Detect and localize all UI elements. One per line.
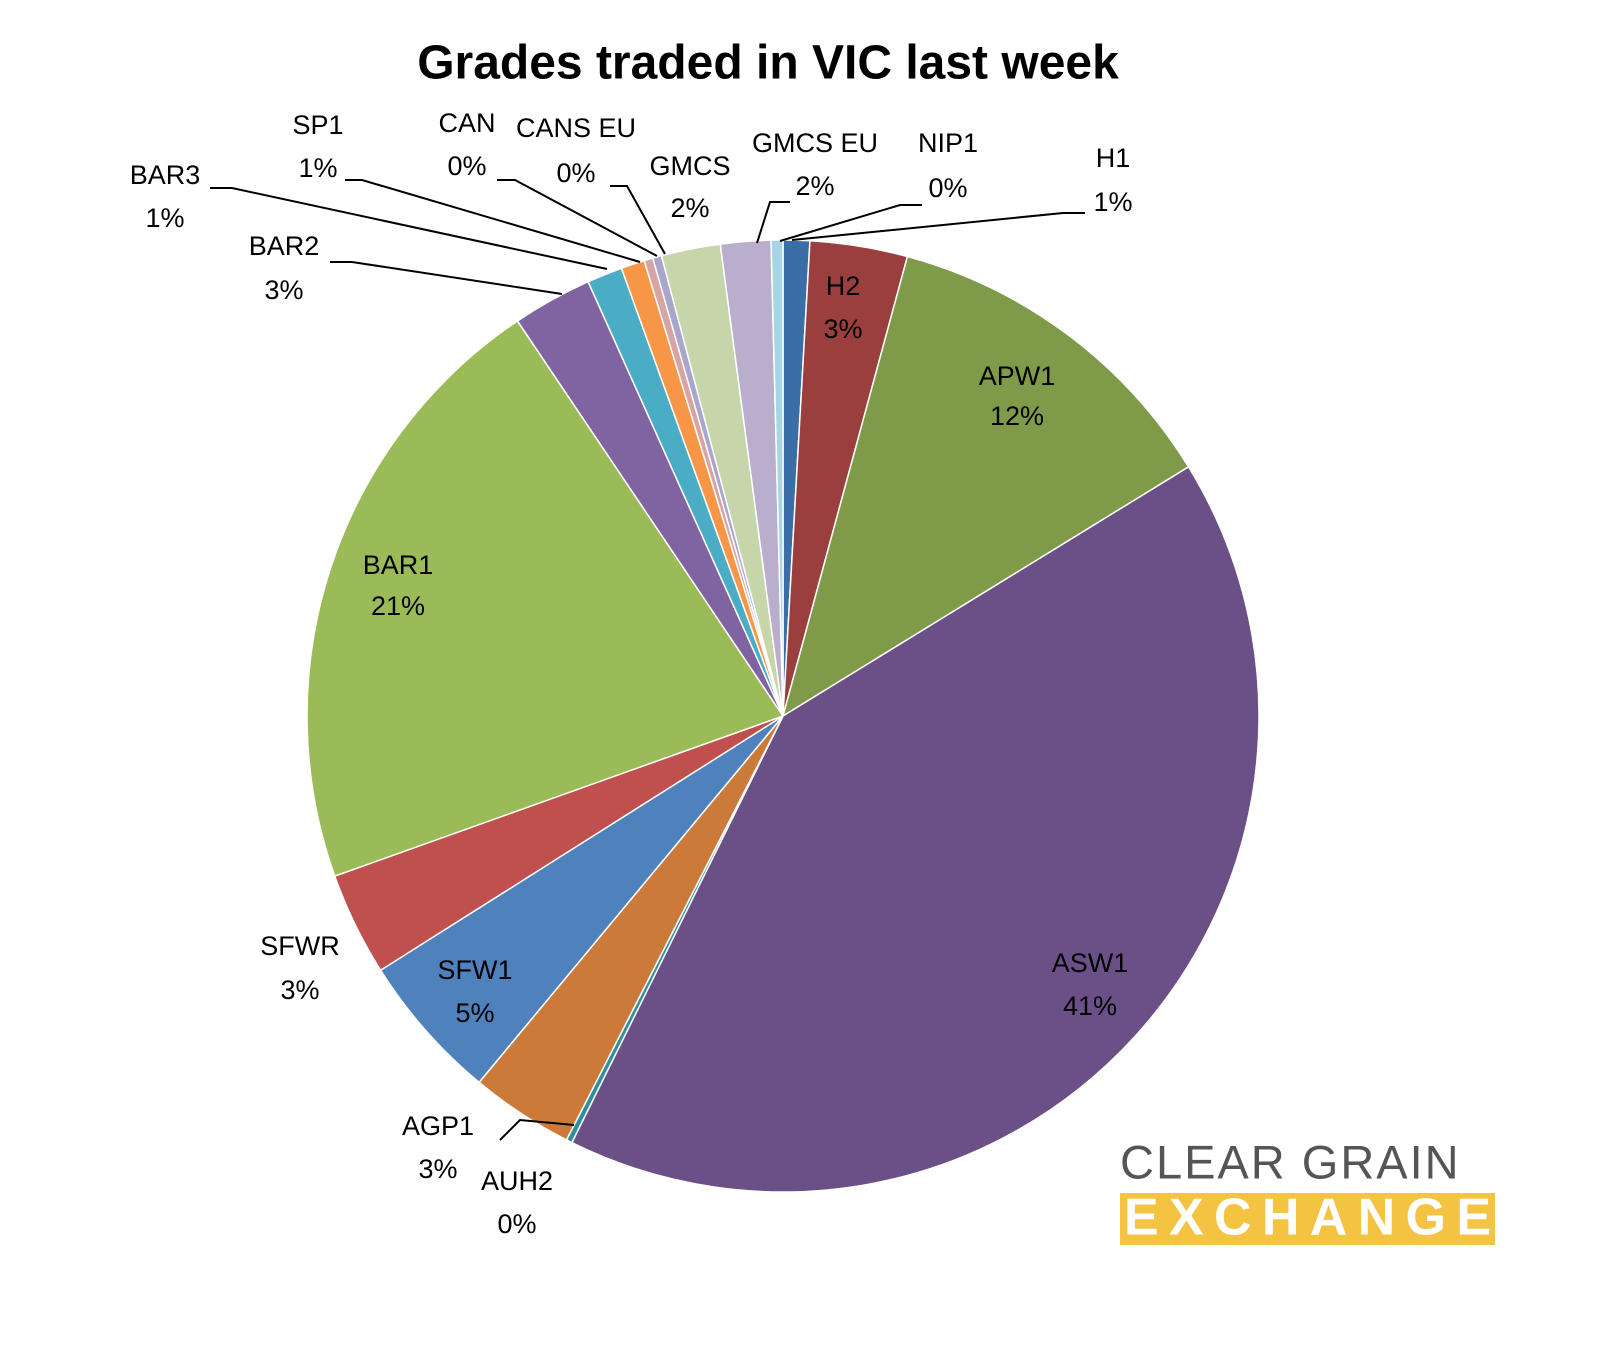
leader-line <box>756 201 790 244</box>
slice-value-label: 1% <box>145 203 184 233</box>
slice-value-label: 41% <box>1063 991 1117 1021</box>
pie-slice <box>781 255 1190 718</box>
pie-slice <box>570 465 1260 1193</box>
chart-title: Grades traded in VIC last week <box>417 37 1119 90</box>
slice-label: AUH2 <box>481 1166 553 1196</box>
logo-line1: CLEAR GRAIN <box>1120 1135 1461 1188</box>
slice-value-label: 3% <box>418 1154 457 1184</box>
slice-label: SFWR <box>260 931 339 961</box>
slice-value-label: 0% <box>928 173 967 203</box>
leader-line <box>345 179 641 263</box>
leader-line <box>330 261 563 295</box>
slice-value-label: 2% <box>670 193 709 223</box>
slice-value-label: 12% <box>990 401 1044 431</box>
slice-label: BAR3 <box>130 160 201 190</box>
slice-value-label: 2% <box>795 171 834 201</box>
leader-line <box>210 187 608 270</box>
slice-value-label: 3% <box>280 975 319 1005</box>
slice-label: NIP1 <box>918 128 978 158</box>
slice-value-label: 1% <box>1093 187 1132 217</box>
pie-slice <box>379 715 784 1084</box>
slice-label: SP1 <box>292 110 343 140</box>
leader-line <box>497 179 658 257</box>
logo-band <box>1120 1193 1495 1245</box>
slice-value-label: 0% <box>556 158 595 188</box>
slice-label: BAR2 <box>249 231 320 261</box>
slice-value-label: 0% <box>447 151 486 181</box>
leader-line <box>791 212 1085 241</box>
leader-line <box>779 204 922 242</box>
slice-label: AGP1 <box>402 1111 474 1141</box>
slice-value-label: 1% <box>298 153 337 183</box>
slice-label: APW1 <box>979 361 1056 391</box>
slice-label: ASW1 <box>1052 948 1129 978</box>
logo: CLEAR GRAIN EXCHANGE <box>1120 1135 1495 1247</box>
leader-line <box>499 1118 575 1141</box>
slice-label: GMCS EU <box>752 128 878 158</box>
slice-label: CAN <box>438 108 495 138</box>
leader-line <box>610 185 666 255</box>
slice-value-label: 3% <box>264 275 303 305</box>
slice-value-label: 3% <box>823 314 862 344</box>
slice-value-label: 5% <box>455 998 494 1028</box>
slice-label: BAR1 <box>363 550 434 580</box>
slice-value-label: 0% <box>497 1209 536 1239</box>
slice-label: GMCS <box>650 151 731 181</box>
slice-value-label: 21% <box>371 591 425 621</box>
pie-slice <box>306 319 785 878</box>
slice-label: SFW1 <box>437 955 512 985</box>
slice-label: CANS EU <box>516 113 636 143</box>
slice-label: H2 <box>826 271 861 301</box>
slice-label: H1 <box>1096 143 1131 173</box>
